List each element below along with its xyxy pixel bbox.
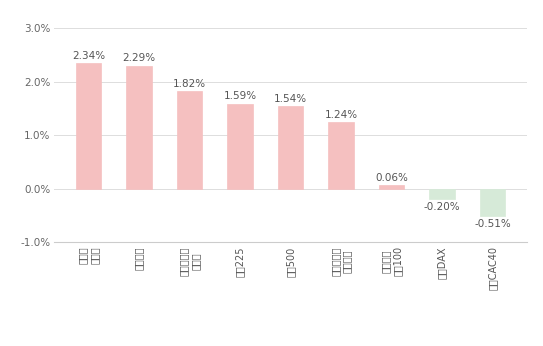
Text: 1.54%: 1.54% [274, 93, 307, 103]
Bar [278, 106, 303, 189]
Text: -0.51%: -0.51% [474, 219, 511, 229]
Bar [379, 185, 404, 189]
Bar [76, 63, 101, 189]
Text: 1.82%: 1.82% [173, 79, 206, 89]
Text: 1.24%: 1.24% [325, 110, 358, 120]
Text: 0.06%: 0.06% [375, 173, 408, 183]
Text: -0.20%: -0.20% [424, 202, 460, 212]
Bar [329, 122, 353, 189]
Text: 1.59%: 1.59% [223, 91, 256, 101]
Text: 2.34%: 2.34% [72, 51, 105, 61]
Bar [228, 103, 252, 189]
Bar [177, 91, 202, 189]
Bar [127, 66, 151, 189]
Text: 2.29%: 2.29% [122, 53, 155, 63]
Bar [430, 189, 454, 199]
Bar [480, 189, 505, 216]
